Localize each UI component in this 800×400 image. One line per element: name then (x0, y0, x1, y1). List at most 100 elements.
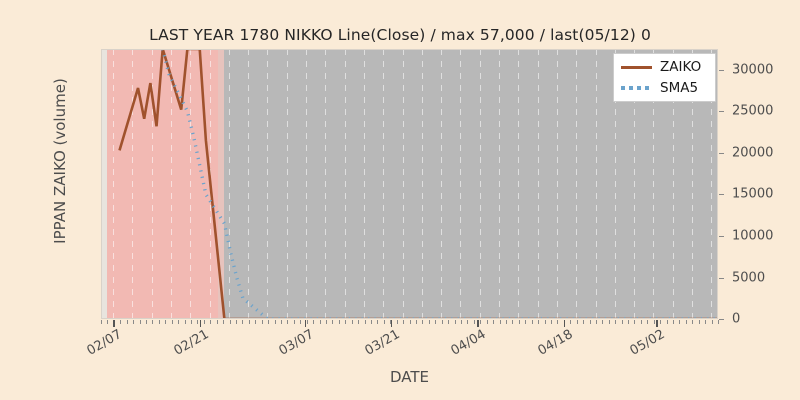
x-tick-minor (236, 320, 237, 324)
x-tick-minor (281, 320, 282, 324)
x-tick-minor (634, 320, 636, 324)
y-tick-mark (719, 194, 724, 196)
chart-title: LAST YEAR 1780 NIKKO Line(Close) / max 5… (149, 26, 651, 44)
x-tick-minor (499, 320, 501, 324)
x-tick-minor (152, 320, 154, 324)
x-tick-minor (377, 320, 379, 324)
x-tick-minor (268, 320, 270, 324)
x-tick-minor (467, 320, 469, 324)
x-tick-minor (139, 320, 141, 324)
y-tick-mark (719, 111, 724, 113)
x-tick-minor (345, 320, 347, 324)
x-tick-minor (403, 320, 405, 324)
x-tick-minor (692, 320, 694, 324)
x-tick-minor (120, 320, 122, 324)
x-tick-label: 05/02 (627, 327, 668, 359)
x-tick-minor (673, 320, 674, 324)
x-tick-major (199, 320, 202, 327)
x-tick-minor (685, 320, 687, 324)
x-tick-major (391, 320, 393, 327)
x-tick-minor (274, 320, 276, 324)
x-tick-minor (261, 320, 263, 324)
y-tick-mark (719, 69, 724, 71)
x-tick-minor (126, 320, 128, 324)
y-tick-label: 15000 (732, 186, 774, 202)
x-tick-minor (608, 320, 610, 324)
x-tick-minor (338, 320, 340, 324)
legend-label-sma5: SMA5 (660, 80, 699, 96)
x-tick-minor (409, 320, 411, 324)
x-tick-major (113, 320, 115, 327)
x-tick-minor (550, 320, 552, 324)
x-tick-minor (448, 320, 450, 324)
x-tick-major (477, 320, 479, 327)
x-tick-label: 02/07 (84, 327, 125, 359)
x-tick-minor (248, 320, 250, 324)
x-tick-major (304, 320, 306, 327)
x-tick-minor (679, 320, 681, 324)
y-tick-label: 5000 (732, 270, 766, 285)
x-tick-minor (210, 320, 212, 324)
legend-item-zaiko[interactable]: ZAIKO (614, 57, 715, 77)
x-tick-minor (653, 320, 655, 324)
x-tick-minor (178, 320, 180, 324)
x-tick-minor (512, 320, 514, 324)
x-tick-label: 04/04 (448, 327, 489, 359)
x-tick-minor (647, 320, 649, 324)
x-tick-minor (325, 320, 327, 324)
highlight-span-edge (218, 49, 225, 319)
x-tick-minor (705, 320, 707, 324)
series-line-sma5 (161, 49, 718, 319)
legend-line-icon-sma5 (621, 86, 652, 90)
x-tick-minor (223, 320, 225, 324)
y-tick-mark (719, 152, 724, 154)
x-tick-minor (184, 320, 186, 324)
x-tick-minor (216, 320, 218, 324)
x-tick-major (656, 320, 658, 327)
x-tick-minor (313, 320, 315, 324)
series-layer (118, 49, 718, 319)
x-tick-minor (435, 320, 437, 324)
x-tick-major (563, 320, 566, 327)
x-tick-minor (602, 320, 604, 324)
y-tick-mark (719, 277, 724, 279)
x-tick-minor (583, 320, 584, 324)
x-tick-minor (422, 320, 424, 324)
x-tick-minor (666, 320, 668, 324)
y-tick-label: 10000 (732, 228, 774, 244)
chart-legend: ZAIKO SMA5 (613, 53, 716, 102)
x-tick-minor (293, 320, 295, 324)
y-tick-mark (719, 235, 724, 237)
legend-item-sma5[interactable]: SMA5 (614, 78, 715, 98)
x-tick-label: 04/18 (535, 327, 576, 359)
legend-label-zaiko: ZAIKO (660, 59, 702, 75)
x-tick-minor (351, 320, 353, 324)
x-tick-minor (165, 320, 167, 324)
x-tick-minor (718, 320, 719, 324)
x-tick-minor (107, 320, 109, 324)
x-tick-minor (589, 320, 591, 324)
x-tick-minor (415, 320, 417, 324)
x-tick-minor (383, 320, 385, 324)
x-tick-minor (396, 320, 398, 324)
x-tick-minor (525, 320, 527, 324)
x-axis-label: DATE (389, 368, 430, 386)
x-tick-minor (711, 320, 713, 324)
x-tick-minor (229, 320, 231, 324)
x-tick-label: 03/21 (362, 327, 403, 359)
x-tick-minor (133, 320, 135, 324)
x-tick-minor (319, 320, 321, 324)
x-tick-minor (197, 320, 199, 324)
x-tick-minor (441, 320, 443, 324)
y-tick-label: 25000 (732, 103, 774, 119)
x-tick-minor (364, 320, 366, 324)
x-tick-minor (544, 320, 546, 324)
x-tick-minor (370, 320, 372, 324)
x-tick-minor (518, 320, 520, 324)
x-tick-minor (203, 320, 205, 324)
x-tick-minor (557, 320, 559, 324)
y-tick-mark (719, 319, 724, 320)
x-tick-minor (531, 320, 533, 324)
x-tick-minor (101, 320, 102, 324)
